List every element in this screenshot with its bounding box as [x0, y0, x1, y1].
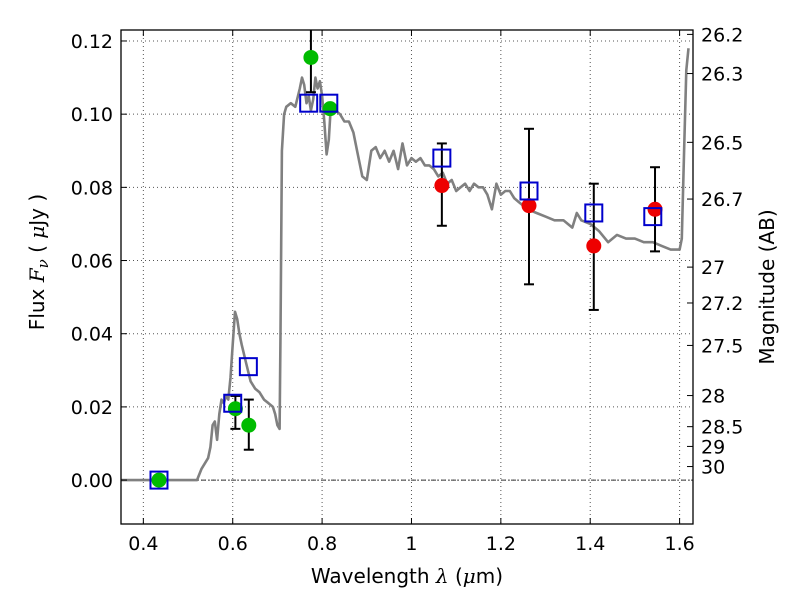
- model-band-square: [432, 148, 452, 168]
- x-tick-label: 0.8: [307, 533, 337, 555]
- model-band-square: [238, 357, 258, 377]
- y2-axis-label: Magnitude (AB): [755, 209, 779, 364]
- y-tick-label: 0.04: [71, 324, 113, 346]
- y-tick-label: 0.00: [71, 470, 113, 492]
- model-band-square: [223, 393, 243, 413]
- y-tick-label: 0.12: [71, 31, 113, 53]
- y-tick-label: 0.08: [71, 177, 113, 199]
- y2-tick-label: 27.5: [701, 335, 743, 357]
- y-axis-label: Flux Fν ( μJy ): [25, 194, 52, 330]
- x-axis-label: Wavelength λ (μm): [311, 564, 503, 588]
- model-band-square: [319, 93, 339, 113]
- green-data-point: [151, 472, 167, 488]
- y2-tick-label: 26.3: [701, 64, 743, 86]
- red-data-point: [521, 198, 537, 214]
- red-data-point: [586, 238, 602, 254]
- green-data-point: [303, 49, 319, 65]
- plot-data-area: [121, 30, 690, 490]
- y2-tick-label: 30: [701, 457, 725, 479]
- x-tick-label: 1.4: [575, 533, 605, 555]
- y-tick-label: 0.06: [71, 251, 113, 273]
- x-tick-label: 0.6: [218, 533, 248, 555]
- model-band-square: [299, 93, 319, 113]
- y-tick-label: 0.02: [71, 397, 113, 419]
- y2-tick-label: 27.2: [701, 293, 743, 315]
- y2-tick-label: 28.5: [701, 417, 743, 439]
- y2-tick-label: 26.2: [701, 24, 743, 46]
- axis-ticks: 0.4 0.6 0.8 1 1.2 1.4 1.6 0.00 0.02 0.04 0.06 0.08 0…: [71, 24, 744, 555]
- x-tick-label: 0.4: [128, 533, 158, 555]
- y2-tick-label: 26.5: [701, 132, 743, 154]
- model-band-square: [643, 207, 663, 227]
- model-band-square: [584, 203, 604, 223]
- plot-frame: [120, 29, 694, 525]
- model-band-square: [519, 181, 539, 201]
- y2-tick-label: 29: [701, 436, 725, 458]
- y2-tick-label: 26.7: [701, 189, 743, 211]
- red-data-point: [434, 178, 450, 194]
- green-data-point: [322, 101, 338, 117]
- x-tick-label: 1: [405, 533, 417, 555]
- grid-lines: [121, 30, 693, 524]
- model-spectrum-line: [121, 48, 690, 482]
- y2-tick-label: 28: [701, 386, 725, 408]
- y-tick-label: 0.10: [71, 104, 113, 126]
- x-tick-label: 1.6: [664, 533, 694, 555]
- x-tick-label: 1.2: [486, 533, 516, 555]
- model-band-square: [149, 470, 169, 490]
- y2-tick-label: 27: [701, 257, 725, 279]
- green-data-point: [241, 417, 257, 433]
- red-data-point: [647, 201, 663, 217]
